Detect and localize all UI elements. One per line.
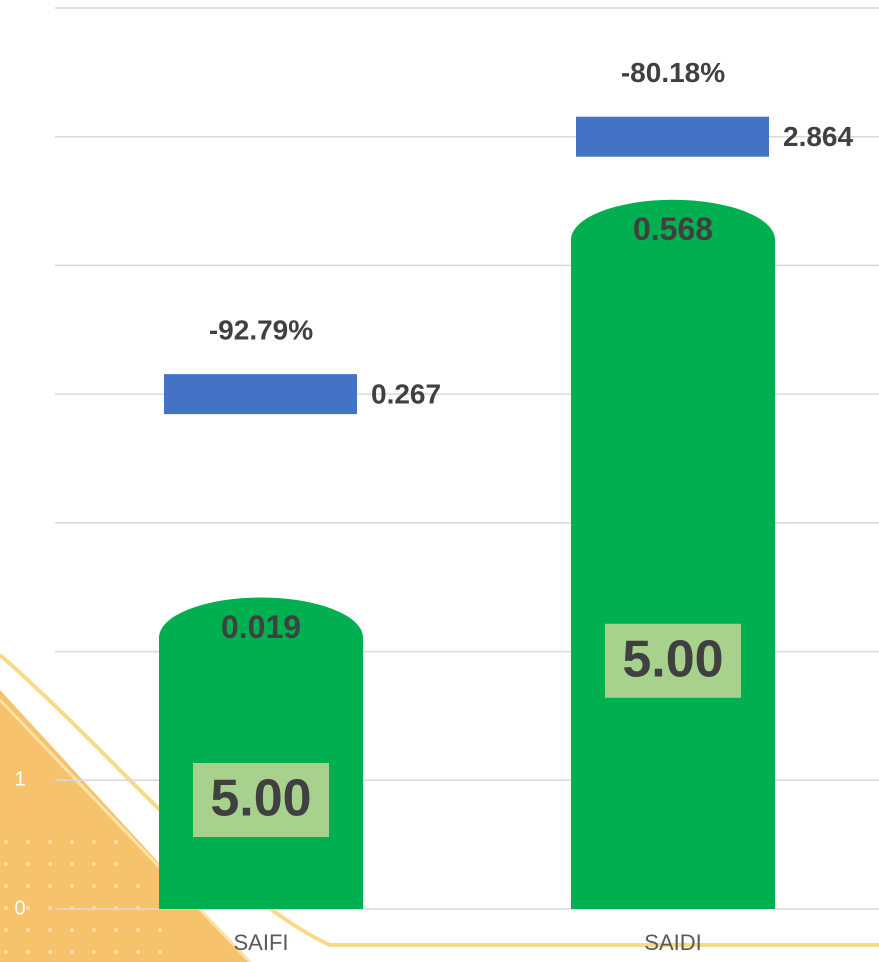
big-label: 5.00 [622, 631, 723, 689]
bar-label: 0.568 [633, 211, 713, 247]
x-tick-label: SAIDI [644, 930, 701, 955]
y-tick-label: 0 [14, 897, 25, 919]
bar [571, 199, 775, 909]
marker-label: 2.864 [783, 121, 853, 152]
marker [576, 116, 769, 157]
y-tick-label: 1 [14, 769, 25, 791]
change-label: -92.79% [209, 315, 313, 346]
y-tick-label: 4 [14, 382, 25, 404]
label-box [193, 762, 329, 837]
plot: 0 1 2 3 4 5 6 7 0.019 5.00 0.267 -92.79% SAIFI 0.568 5… [14, 0, 879, 955]
marker [164, 374, 357, 415]
y-tick-label: 6 [14, 125, 25, 147]
y-tick-label: 3 [14, 511, 25, 533]
change-label: -80.18% [621, 57, 725, 88]
y-tick-label: 5 [14, 254, 25, 276]
label-box [605, 623, 741, 698]
y-tick-label: 2 [14, 640, 25, 662]
big-label: 5.00 [210, 770, 311, 828]
x-tick-label: SAIFI [233, 930, 288, 955]
bar-label: 0.019 [221, 609, 301, 645]
marker-label: 0.267 [371, 379, 441, 410]
y-tick-label: 7 [14, 0, 25, 18]
